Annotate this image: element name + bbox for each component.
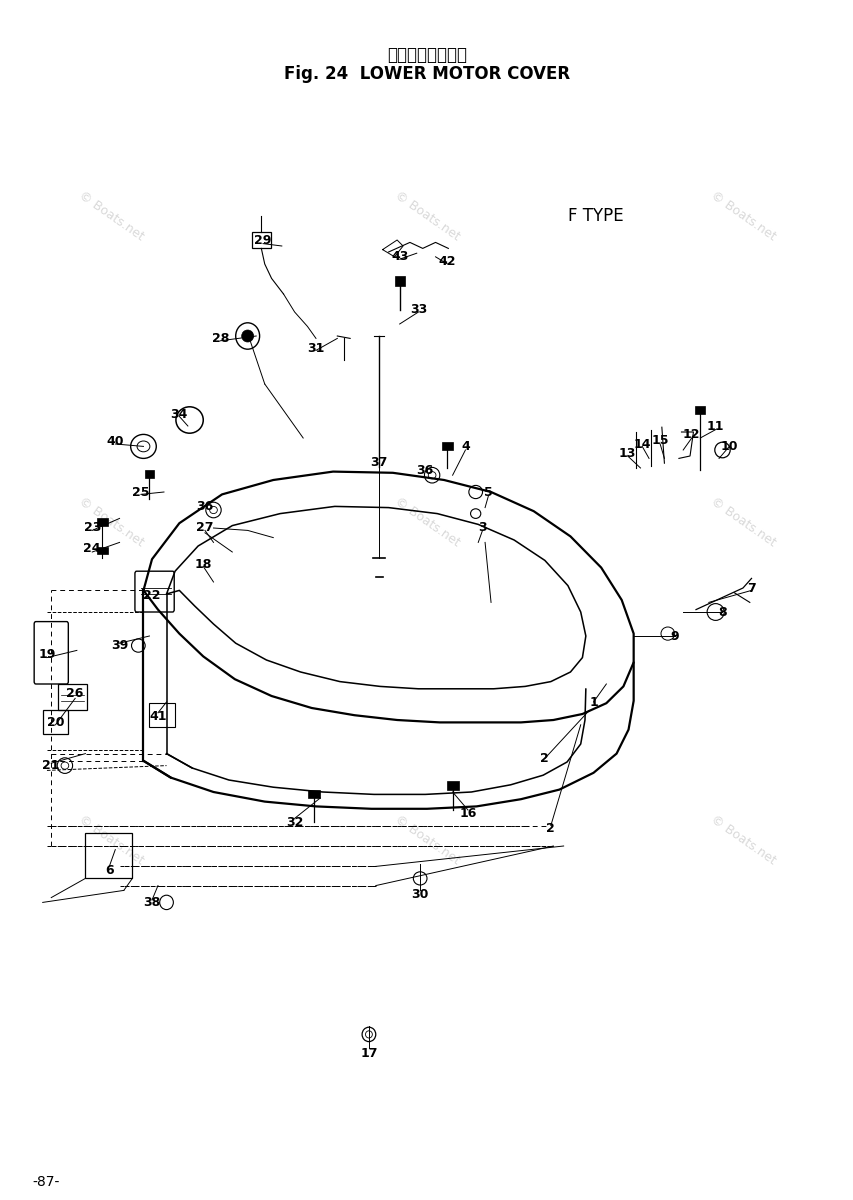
- Text: 43: 43: [391, 251, 408, 263]
- Text: 26: 26: [67, 688, 84, 700]
- Text: 31: 31: [307, 342, 324, 354]
- Text: 24: 24: [84, 542, 101, 554]
- Text: 22: 22: [143, 589, 160, 601]
- Text: 17: 17: [360, 1048, 377, 1060]
- Text: 19: 19: [38, 648, 55, 660]
- Bar: [97, 518, 107, 526]
- Bar: [442, 442, 452, 450]
- Bar: [97, 547, 107, 554]
- Text: Fig. 24  LOWER MOTOR COVER: Fig. 24 LOWER MOTOR COVER: [283, 65, 570, 84]
- Text: 36: 36: [416, 464, 433, 476]
- Text: © Boats.net: © Boats.net: [76, 494, 146, 550]
- Text: 16: 16: [459, 808, 476, 820]
- Bar: [149, 703, 175, 727]
- Text: 33: 33: [409, 304, 426, 316]
- Text: 5: 5: [484, 486, 492, 498]
- Bar: [308, 790, 320, 798]
- Text: 1: 1: [589, 696, 597, 708]
- Text: © Boats.net: © Boats.net: [392, 812, 461, 868]
- Text: 29: 29: [254, 234, 271, 246]
- Text: ロワモータカバー: ロワモータカバー: [386, 46, 467, 64]
- Text: © Boats.net: © Boats.net: [392, 188, 461, 244]
- Text: 36: 36: [196, 500, 213, 512]
- Text: 15: 15: [651, 434, 668, 446]
- Text: 40: 40: [107, 436, 124, 448]
- Text: 13: 13: [618, 448, 635, 460]
- Text: 37: 37: [370, 456, 387, 468]
- Text: 2: 2: [546, 822, 554, 834]
- Text: F TYPE: F TYPE: [567, 206, 623, 226]
- Text: 8: 8: [717, 606, 726, 618]
- Text: 11: 11: [706, 420, 723, 432]
- Text: © Boats.net: © Boats.net: [76, 188, 146, 244]
- Text: © Boats.net: © Boats.net: [76, 812, 146, 868]
- Text: © Boats.net: © Boats.net: [707, 188, 777, 244]
- Text: 10: 10: [720, 440, 737, 452]
- Text: 38: 38: [143, 896, 160, 908]
- Text: 42: 42: [438, 256, 456, 268]
- Text: 4: 4: [461, 440, 469, 452]
- Bar: [252, 232, 270, 248]
- Text: 34: 34: [171, 408, 188, 420]
- Bar: [43, 710, 68, 734]
- Text: 23: 23: [84, 522, 101, 534]
- Text: 2: 2: [540, 752, 548, 764]
- Text: 18: 18: [194, 558, 212, 570]
- Text: 39: 39: [111, 640, 128, 652]
- Bar: [694, 406, 705, 414]
- Text: © Boats.net: © Boats.net: [707, 494, 777, 550]
- Text: 25: 25: [132, 486, 149, 498]
- Bar: [85, 833, 132, 878]
- Text: © Boats.net: © Boats.net: [392, 494, 461, 550]
- Bar: [394, 276, 404, 286]
- Text: 27: 27: [196, 522, 213, 534]
- Text: -87-: -87-: [32, 1175, 60, 1189]
- Text: 12: 12: [682, 428, 699, 440]
- Text: 3: 3: [478, 522, 486, 534]
- Text: 21: 21: [43, 760, 60, 772]
- Text: 32: 32: [286, 816, 303, 828]
- Text: 9: 9: [670, 630, 678, 642]
- Text: 14: 14: [633, 438, 650, 450]
- Text: 41: 41: [149, 710, 166, 722]
- Bar: [446, 781, 458, 790]
- Text: 28: 28: [212, 332, 229, 344]
- Bar: [58, 684, 87, 710]
- Text: 20: 20: [47, 716, 64, 728]
- Text: 30: 30: [411, 888, 428, 900]
- Bar: [145, 470, 154, 478]
- Ellipse shape: [241, 330, 253, 342]
- Text: 6: 6: [105, 864, 113, 876]
- Text: © Boats.net: © Boats.net: [707, 812, 777, 868]
- Text: 7: 7: [746, 582, 755, 594]
